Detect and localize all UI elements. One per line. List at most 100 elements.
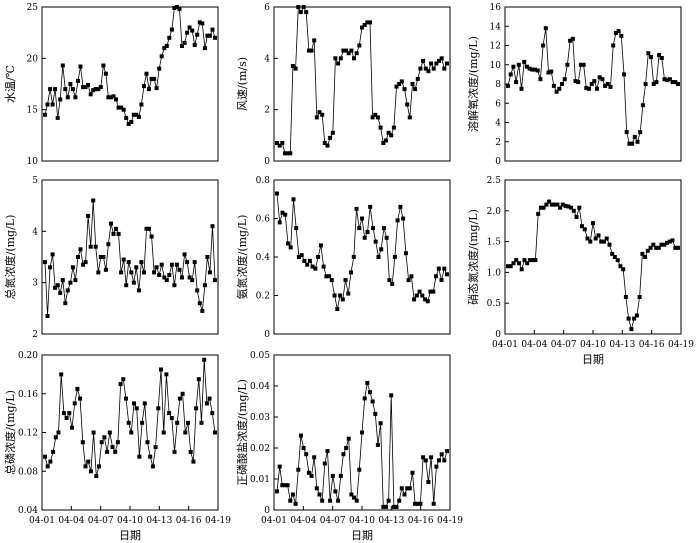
data-point — [570, 36, 575, 41]
data-point — [391, 125, 396, 130]
data-point — [192, 260, 197, 265]
data-point — [65, 95, 70, 100]
data-point — [320, 112, 325, 117]
data-point — [421, 58, 426, 63]
data-point — [285, 483, 290, 488]
y-tick-label: 0.03 — [250, 413, 270, 423]
data-point — [596, 233, 601, 238]
data-point — [56, 430, 61, 435]
data-point — [213, 278, 217, 283]
data-point — [290, 64, 295, 68]
data-point — [142, 401, 147, 406]
data-point — [81, 262, 86, 267]
data-point — [58, 97, 63, 102]
data-point — [280, 210, 285, 215]
data-point — [304, 10, 309, 15]
data-point — [182, 40, 187, 45]
data-point — [519, 86, 524, 91]
data-point — [144, 226, 149, 231]
y-tick-label: 0.6 — [256, 215, 271, 225]
data-point — [665, 78, 670, 83]
data-point — [514, 258, 519, 263]
data-point — [124, 396, 128, 401]
y-axis-label: 总氮浓度/(mg/L) — [3, 215, 17, 300]
data-point — [522, 59, 527, 64]
data-point — [94, 474, 99, 479]
data-point — [340, 297, 345, 302]
data-point — [613, 31, 618, 35]
data-point — [48, 265, 53, 270]
data-point — [78, 247, 83, 252]
data-point — [48, 459, 53, 464]
data-point — [129, 270, 134, 275]
data-point — [197, 301, 202, 306]
data-point — [172, 6, 177, 10]
data-point — [290, 492, 295, 497]
y-axis-label: 风速/(m/s) — [236, 57, 249, 111]
x-tick-label: 04-01 — [29, 516, 55, 526]
data-point — [177, 267, 182, 272]
data-point — [159, 367, 163, 372]
data-point — [552, 202, 557, 207]
data-point — [338, 473, 343, 478]
data-point — [640, 251, 645, 256]
data-point — [119, 270, 124, 275]
data-point — [59, 372, 64, 377]
data-point — [566, 204, 571, 209]
data-point — [188, 449, 193, 454]
data-point — [354, 206, 359, 211]
data-point — [341, 452, 346, 457]
data-point — [623, 295, 628, 299]
data-point — [275, 489, 279, 494]
data-point — [68, 82, 73, 86]
data-point — [524, 64, 529, 69]
data-point — [333, 56, 338, 61]
data-point — [527, 66, 532, 71]
data-point — [83, 464, 88, 469]
data-point — [147, 87, 151, 92]
data-point — [131, 112, 136, 117]
data-point — [167, 411, 172, 416]
chart-panel-7: 0.04 0.08 0.12 0.16 0.20 04-01 04-04 04-07 04-10… — [3, 351, 231, 542]
x-tick-label: 04-04 — [290, 516, 316, 526]
data-point — [368, 20, 372, 25]
data-point — [202, 46, 207, 51]
data-point — [298, 10, 303, 15]
data-point — [581, 62, 586, 67]
data-point — [386, 498, 391, 503]
data-point — [657, 53, 662, 58]
data-point — [177, 396, 182, 401]
data-point — [577, 205, 582, 210]
data-point — [136, 288, 141, 293]
data-point — [191, 459, 196, 464]
x-tick-label: 04-10 — [117, 516, 143, 526]
data-point — [102, 435, 107, 440]
data-point — [517, 261, 521, 266]
data-point — [50, 102, 55, 107]
data-point — [103, 71, 108, 76]
data-point — [140, 420, 145, 425]
data-point — [115, 440, 120, 445]
data-point — [299, 253, 304, 258]
data-point — [327, 274, 332, 279]
data-point — [442, 458, 447, 463]
data-point — [368, 390, 372, 395]
data-point — [352, 56, 356, 61]
data-point — [121, 377, 126, 382]
data-point — [164, 44, 169, 48]
data-point — [373, 411, 378, 416]
data-point — [314, 486, 319, 491]
data-point — [357, 226, 362, 231]
data-point — [417, 289, 422, 294]
data-point — [649, 55, 653, 59]
data-point — [643, 82, 648, 86]
data-point — [109, 221, 113, 226]
data-point — [202, 357, 207, 362]
plot-frame — [41, 179, 219, 335]
data-point — [210, 27, 215, 32]
data-point — [88, 92, 93, 97]
data-point — [60, 278, 65, 283]
data-point — [445, 272, 449, 277]
data-point — [402, 492, 407, 497]
data-point — [204, 401, 209, 406]
